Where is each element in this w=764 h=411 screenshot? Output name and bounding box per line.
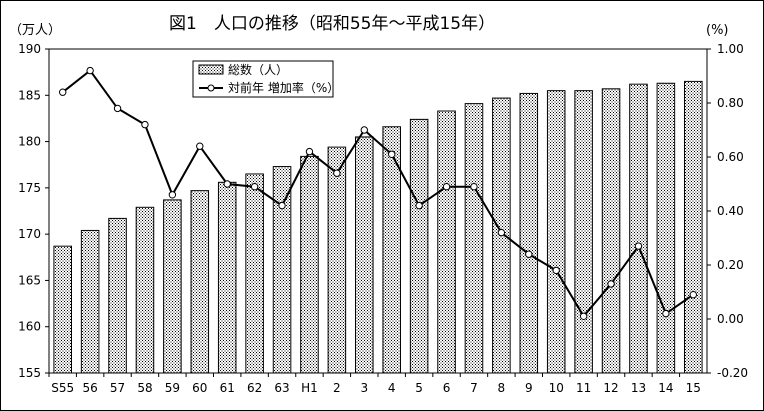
bar (327, 146, 347, 374)
rate-point (333, 169, 341, 177)
rate-point (497, 228, 506, 237)
x-tick-label: 11 (576, 381, 591, 395)
bar (629, 83, 648, 374)
left-axis-unit: （万人） (9, 23, 61, 38)
right-tick-label: 0.60 (717, 150, 744, 164)
rate-point (168, 191, 177, 199)
right-tick-label: 1.00 (717, 42, 744, 56)
right-tick-label: 0.00 (717, 312, 744, 326)
rate-line (62, 69, 694, 319)
bar (300, 155, 319, 374)
bar (519, 92, 539, 374)
x-tick-label: 58 (137, 381, 152, 395)
bar (135, 206, 155, 374)
x-tick-label: 10 (549, 381, 564, 395)
x-tick-label: S55 (51, 381, 74, 395)
x-tick-label: 62 (247, 381, 262, 395)
bar (601, 88, 621, 374)
rate-point (278, 201, 286, 210)
rate-point (388, 150, 396, 159)
left-tick-label: 165 (18, 273, 41, 287)
legend-bar-swatch (198, 64, 224, 75)
rate-point (59, 88, 67, 96)
bar (245, 173, 264, 374)
rate-point (442, 183, 451, 191)
x-tick-label: 56 (82, 381, 97, 395)
rate-point (360, 126, 368, 134)
x-tick-label: 6 (443, 381, 451, 395)
left-tick-label: 155 (18, 366, 41, 380)
x-tick-label: 5 (415, 381, 423, 395)
rate-point (689, 291, 697, 299)
left-tick-label: 185 (18, 88, 41, 102)
rate-point (470, 183, 478, 191)
left-tick-label: 175 (18, 181, 41, 195)
x-tick-label: 13 (631, 381, 646, 395)
bar (656, 82, 676, 374)
x-tick-label: 59 (165, 381, 180, 395)
x-tick-label: 12 (603, 381, 618, 395)
x-tick-label: 4 (388, 381, 396, 395)
bar (163, 199, 182, 374)
bar (574, 90, 593, 374)
right-tick-label: -0.20 (717, 366, 748, 380)
rate-point (141, 120, 149, 129)
bar (272, 166, 292, 374)
x-tick-label: 9 (525, 381, 533, 395)
x-tick-label: H1 (301, 381, 318, 395)
bar (355, 136, 374, 374)
plot-area: 155160165170175180185190-0.200.000.200.4… (18, 42, 748, 395)
x-tick-label: 61 (220, 381, 235, 395)
bar (108, 217, 127, 374)
x-tick-label: 8 (498, 381, 506, 395)
x-tick-label: 7 (470, 381, 478, 395)
rate-point (525, 250, 533, 258)
rate-point (552, 266, 560, 275)
left-tick-label: 170 (18, 227, 41, 241)
rate-point (196, 142, 204, 150)
legend: 総数（人） 対前年 増加率（%） (192, 60, 339, 98)
rate-point (607, 280, 615, 288)
x-tick-label: 15 (686, 381, 701, 395)
legend-label-total: 総数（人） (228, 62, 288, 77)
bar (382, 126, 401, 374)
left-tick-label: 160 (18, 320, 41, 334)
x-tick-label: 2 (333, 381, 341, 395)
x-tick-label: 60 (192, 381, 207, 395)
rate-point (305, 147, 314, 156)
bar (437, 110, 456, 374)
rate-point (634, 242, 643, 250)
rate-point (86, 66, 94, 75)
rate-point (223, 180, 231, 188)
bar (217, 181, 237, 374)
right-tick-label: 0.40 (717, 204, 744, 218)
bar (464, 103, 484, 374)
rate-point (579, 312, 588, 320)
x-tick-label: 63 (274, 381, 289, 395)
rate-point (415, 201, 423, 210)
x-tick-label: 57 (110, 381, 125, 395)
bar (546, 90, 566, 374)
legend-label-rate: 対前年 増加率（%） (228, 80, 339, 95)
rate-point (662, 309, 670, 318)
left-tick-label: 190 (18, 42, 41, 56)
right-tick-label: 0.20 (717, 258, 744, 272)
right-axis-unit: (%) (706, 23, 729, 38)
bar (190, 190, 210, 374)
x-tick-label: 3 (360, 381, 368, 395)
rate-point (113, 104, 122, 113)
chart-title: 図1 人口の推移（昭和55年～平成15年） (169, 14, 495, 34)
x-tick-label: 14 (658, 381, 673, 395)
bar (409, 118, 429, 374)
right-tick-label: 0.80 (717, 96, 744, 110)
bar (53, 245, 72, 374)
left-tick-label: 180 (18, 135, 41, 149)
bar (80, 229, 100, 374)
legend-marker (207, 84, 215, 92)
bar (684, 80, 703, 374)
rate-point (250, 183, 259, 191)
